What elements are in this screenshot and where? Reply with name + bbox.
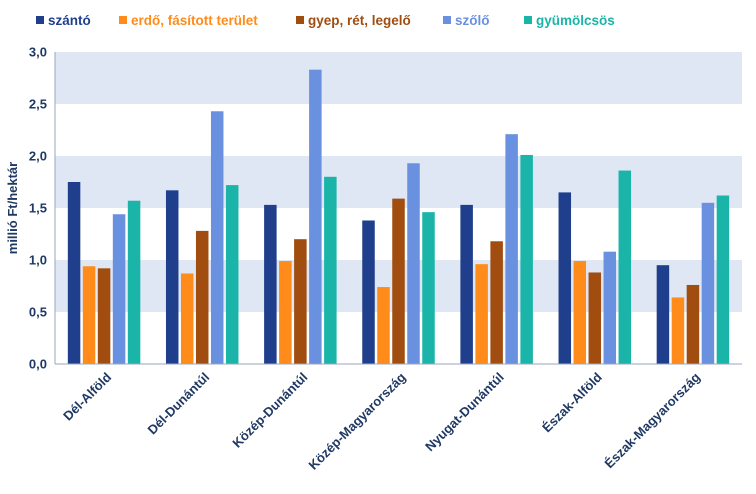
bar bbox=[505, 134, 518, 364]
bar bbox=[588, 272, 602, 364]
legend-swatch bbox=[119, 16, 127, 24]
bar bbox=[127, 200, 141, 364]
bar bbox=[701, 202, 715, 364]
bar bbox=[377, 287, 390, 364]
bar bbox=[558, 192, 572, 364]
y-tick-label: 1,0 bbox=[29, 253, 47, 268]
bar bbox=[195, 230, 209, 364]
grid-band bbox=[55, 52, 742, 104]
legend-swatch bbox=[36, 16, 44, 24]
bar bbox=[618, 170, 632, 364]
bar bbox=[324, 176, 337, 364]
legend-swatch bbox=[296, 16, 304, 24]
bar bbox=[180, 273, 194, 364]
bar bbox=[422, 212, 435, 364]
bar bbox=[520, 154, 533, 364]
bars-group bbox=[67, 69, 730, 365]
bar bbox=[264, 204, 277, 364]
bar bbox=[97, 268, 111, 364]
legend-item: erdő, fásított terület bbox=[119, 13, 258, 28]
x-category-label: Közép-Dunántúl bbox=[229, 370, 310, 451]
bar bbox=[210, 111, 224, 364]
bar bbox=[67, 182, 81, 364]
bar bbox=[82, 266, 96, 364]
bar bbox=[686, 284, 700, 364]
y-tick-label: 0,0 bbox=[29, 357, 47, 372]
bar bbox=[225, 185, 239, 364]
y-tick-label: 1,5 bbox=[29, 201, 47, 216]
bar bbox=[165, 190, 179, 364]
y-tick-label: 0,5 bbox=[29, 305, 47, 320]
legend-label: szőlő bbox=[455, 13, 490, 28]
grid-band bbox=[55, 104, 742, 156]
bar bbox=[407, 163, 420, 364]
legend-label: erdő, fásított terület bbox=[131, 13, 258, 28]
bar bbox=[460, 204, 473, 364]
legend-label: gyep, rét, legelő bbox=[308, 13, 411, 28]
x-category-label: Nyugat-Dunántúl bbox=[422, 370, 507, 455]
legend-swatch bbox=[524, 16, 532, 24]
legend-swatch bbox=[443, 16, 451, 24]
bar bbox=[362, 220, 375, 364]
legend: szántó erdő, fásított terület gyep, rét, l… bbox=[36, 13, 615, 28]
legend-item: gyep, rét, legelő bbox=[296, 13, 411, 28]
x-category-label: Észak-Alföld bbox=[539, 369, 605, 435]
x-category-label: Dél-Dunántúl bbox=[145, 370, 213, 438]
legend-label: gyümölcsös bbox=[536, 13, 615, 28]
bar bbox=[309, 69, 322, 365]
bar bbox=[656, 265, 670, 364]
x-category-label: Észak-Magyarország bbox=[601, 369, 703, 471]
y-tick-label: 2,5 bbox=[29, 97, 47, 112]
legend-item: szántó bbox=[36, 13, 91, 28]
x-category-label: Dél-Alföld bbox=[60, 369, 114, 423]
legend-label: szántó bbox=[48, 13, 91, 28]
x-category-label: Közép-Magyarország bbox=[306, 369, 409, 472]
y-axis-ticks: 0,0 0,5 1,0 1,5 2,0 2,5 3,0 bbox=[29, 45, 47, 372]
bar bbox=[490, 241, 503, 364]
bar bbox=[294, 239, 307, 364]
y-axis-title: millió Ft/hektár bbox=[5, 162, 20, 254]
legend-item: szőlő bbox=[443, 13, 490, 28]
bar bbox=[716, 195, 730, 364]
legend-item: gyümölcsös bbox=[524, 13, 615, 28]
bar bbox=[573, 261, 587, 364]
y-tick-label: 2,0 bbox=[29, 149, 47, 164]
y-tick-label: 3,0 bbox=[29, 45, 47, 60]
bar bbox=[112, 214, 126, 364]
bar bbox=[392, 198, 405, 364]
bar bbox=[279, 261, 292, 364]
bar bbox=[671, 297, 685, 364]
x-axis-category-labels: Dél-Alföld Dél-Dunántúl Közép-DunántúlKözé… bbox=[60, 369, 703, 472]
bar bbox=[475, 264, 488, 364]
bar bbox=[603, 251, 617, 364]
